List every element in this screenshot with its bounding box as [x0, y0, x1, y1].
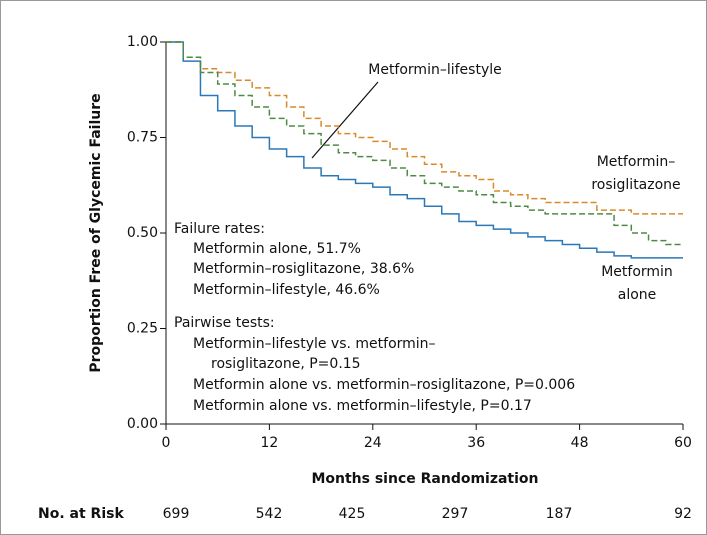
survival-curve [166, 41, 683, 246]
annotation: Metformin–lifestyle, 46.6% [193, 282, 380, 298]
survival-curve [166, 41, 683, 259]
x-tick-label: 24 [364, 435, 382, 451]
annotation: Pairwise tests: [174, 315, 275, 331]
risk-label: No. at Risk [38, 506, 124, 522]
y-tick-label: 0.50 [127, 225, 158, 241]
y-tick-label: 0.25 [127, 321, 158, 337]
x-tick-label: 48 [571, 435, 589, 451]
x-tick-label: 12 [260, 435, 278, 451]
risk-value: 297 [442, 506, 469, 522]
annotation: rosiglitazone, P=0.15 [211, 356, 361, 372]
annotation: Metformin–rosiglitazone, 38.6% [193, 261, 414, 277]
annotation: Metformin alone vs. metformin–lifestyle,… [193, 398, 532, 414]
risk-value: 425 [339, 506, 366, 522]
risk-value: 542 [256, 506, 283, 522]
curve-label: rosiglitazone [591, 177, 680, 193]
annotation: Metformin alone, 51.7% [193, 241, 361, 257]
curve-label: Metformin–lifestyle [368, 62, 501, 78]
x-tick-label: 60 [674, 435, 692, 451]
risk-value: 699 [163, 506, 190, 522]
x-tick-label: 36 [467, 435, 485, 451]
curve-label: alone [618, 287, 657, 303]
curve-label: Metformin [601, 264, 673, 280]
risk-value: 92 [674, 506, 692, 522]
y-tick-label: 0.00 [127, 416, 158, 432]
x-tick-label: 0 [162, 435, 171, 451]
curve-label: Metformin– [597, 154, 676, 170]
y-tick-label: 1.00 [127, 34, 158, 50]
x-axis-title: Months since Randomization [311, 471, 538, 487]
annotation: Failure rates: [174, 221, 265, 237]
y-axis-title: Proportion Free of Glycemic Failure [88, 93, 104, 372]
risk-value: 187 [546, 506, 573, 522]
y-tick-label: 0.75 [127, 130, 158, 146]
annotation: Metformin–lifestyle vs. metformin– [193, 336, 436, 352]
annotation: Metformin alone vs. metformin–rosiglitaz… [193, 377, 575, 393]
leader-line [311, 81, 379, 159]
